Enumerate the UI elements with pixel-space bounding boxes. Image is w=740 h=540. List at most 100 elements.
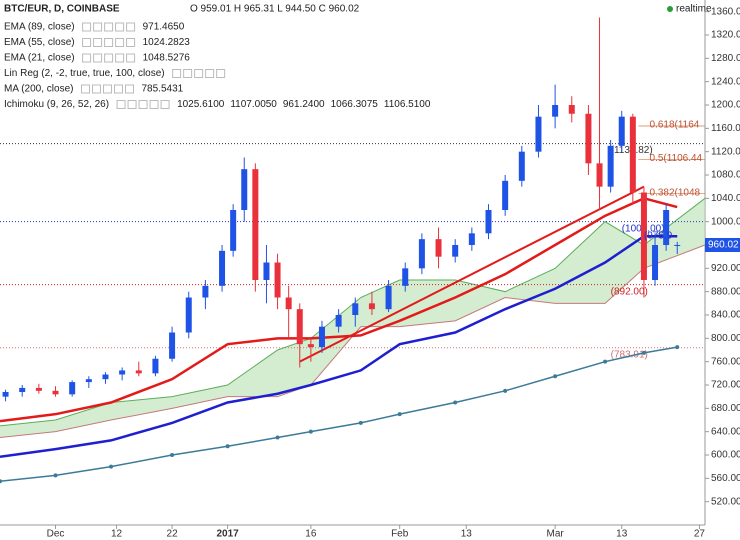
candle-body	[307, 344, 314, 348]
x-tick-label: 27	[694, 529, 706, 540]
indicator-button	[93, 53, 103, 63]
candle-body	[568, 105, 575, 114]
candle-body	[335, 315, 342, 327]
plot: 520.00 560.00 600.00 640.00 680.00 720.00 760.…	[0, 6, 740, 540]
indicator-button	[80, 84, 90, 94]
candle-body	[52, 390, 59, 395]
candle-body	[318, 326, 325, 348]
trendline	[299, 185, 645, 363]
indicator-button	[116, 100, 126, 109]
indicator-button	[216, 69, 226, 78]
indicator-button	[82, 22, 92, 32]
candle-body	[119, 370, 126, 375]
candle-body	[352, 303, 359, 315]
indicator-button	[126, 53, 136, 63]
candle-body	[552, 105, 559, 117]
x-tick-label: 13	[461, 529, 473, 540]
candle-body	[618, 116, 625, 146]
ma-dot	[53, 473, 58, 478]
indicator-button	[113, 84, 123, 94]
y-tick-label: 840.00	[711, 310, 740, 321]
indicator-button	[91, 84, 101, 94]
candle-body	[652, 245, 659, 280]
indicator-name: EMA (89, close)	[4, 22, 75, 33]
y-tick-label: 1200.00	[711, 100, 740, 111]
y-tick-label: 920.00	[711, 263, 740, 274]
level-label: (892.00)	[611, 286, 648, 297]
y-tick-label: 1040.00	[711, 193, 740, 204]
indicator-button	[115, 38, 125, 47]
ma-dot	[503, 388, 508, 393]
ma-dot	[308, 429, 313, 434]
candle-body	[607, 145, 614, 187]
indicator-button	[93, 22, 103, 32]
indicator-value: 971.4650	[143, 22, 185, 33]
indicator-button	[115, 53, 125, 63]
indicator-button	[126, 22, 136, 32]
indicator-button	[138, 100, 148, 109]
cloud-span-a	[0, 197, 706, 427]
x-tick-label: 13	[616, 529, 628, 540]
indicator-value: 1048.5276	[143, 53, 191, 64]
candle-body	[663, 210, 670, 245]
indicator-name: Ichimoku (9, 26, 52, 26)	[4, 99, 109, 110]
indicator-value: 785.5431	[141, 84, 183, 95]
indicator-button	[127, 100, 137, 109]
indicator-name: MA (200, close)	[4, 84, 73, 95]
candle-body	[402, 268, 409, 286]
y-tick-label: 1240.00	[711, 76, 740, 87]
ohlc: O 959.01 H 965.31 L 944.50 C 960.02	[190, 4, 360, 15]
ma-dot	[397, 412, 402, 417]
indicator-button	[104, 38, 114, 47]
y-tick-label: 640.00	[711, 426, 740, 437]
cloud-span-b	[0, 244, 706, 438]
candle-body	[285, 297, 292, 310]
y-tick-label: 760.00	[711, 356, 740, 367]
indicator-button	[205, 69, 215, 78]
ma-dot	[675, 345, 680, 350]
indicator-button	[149, 100, 159, 109]
y-tick-label: 680.00	[711, 403, 740, 414]
y-tick-label: 520.00	[711, 496, 740, 507]
indicator-name: EMA (21, close)	[4, 53, 75, 64]
ma-line	[0, 197, 678, 423]
candle-body	[135, 370, 142, 374]
indicator-button	[183, 69, 193, 78]
ma-dot	[0, 479, 2, 484]
candle-body	[468, 233, 475, 245]
indicator-button	[126, 38, 136, 47]
fib-label: 0.5(1106.44	[649, 153, 702, 164]
indicator-button	[93, 38, 103, 47]
ma-dot	[170, 453, 175, 457]
indicator-button	[104, 22, 114, 32]
candle-body	[418, 239, 425, 269]
candle-body	[252, 169, 259, 280]
candle-body	[368, 303, 375, 310]
candle-body	[219, 250, 226, 286]
y-tick-label: 720.00	[711, 380, 740, 391]
ma-label: (975.9	[644, 230, 673, 241]
ichimoku-cloud	[0, 198, 705, 438]
ma-dot	[603, 359, 608, 364]
indicator-button	[160, 100, 170, 109]
indicator-button	[124, 84, 134, 94]
x-tick-label: Dec	[47, 529, 65, 540]
candle-body	[485, 210, 492, 234]
indicator-value: 1024.2823	[143, 37, 191, 48]
last-price: 960.02	[708, 240, 739, 251]
candle-body	[263, 262, 270, 280]
indicator-value: 1107.0050	[230, 99, 277, 110]
fib-label: 0.382(1048	[649, 187, 700, 198]
x-tick-label: 12	[111, 529, 123, 540]
realtime: realtime	[676, 4, 712, 15]
candle-body	[152, 358, 159, 374]
candle-body	[2, 392, 9, 397]
candle-body	[585, 113, 592, 164]
indicator-name: Lin Reg (2, -2, true, true, 100, close)	[4, 68, 165, 79]
x-tick-label: Mar	[547, 529, 565, 540]
candle-body	[69, 382, 76, 395]
y-tick-label: 1000.00	[711, 216, 740, 227]
indicator-button	[102, 84, 112, 94]
y-tick-label: 560.00	[711, 473, 740, 484]
candle-body	[185, 297, 192, 333]
